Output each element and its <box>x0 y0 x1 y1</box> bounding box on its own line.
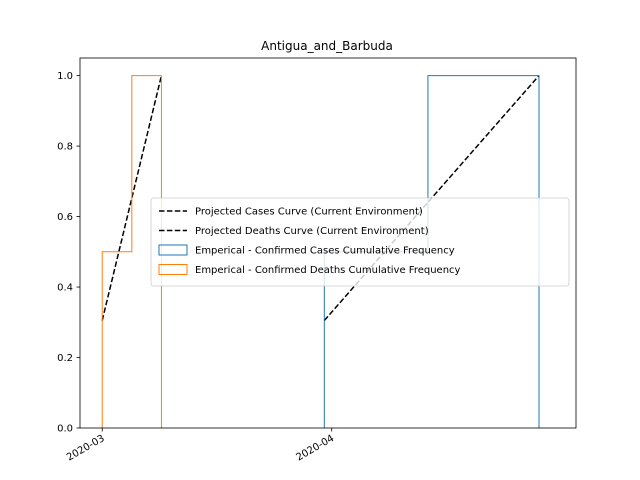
y-tick-label: 0.2 <box>57 353 73 364</box>
legend-label-0: Projected Cases Curve (Current Environme… <box>195 207 423 218</box>
axes-frame <box>79 57 577 429</box>
y-tick-label: 0.4 <box>57 283 73 294</box>
legend-box <box>150 197 570 287</box>
y-tick-label: 1.0 <box>57 71 73 82</box>
line-series-1 <box>101 75 163 321</box>
y-tick-label: 0.6 <box>57 212 73 223</box>
legend-swatch-3 <box>158 264 188 275</box>
y-tick-label: 0.8 <box>57 142 73 153</box>
legend-label-3: Emperical - Confirmed Deaths Cumulative … <box>195 265 461 276</box>
legend-label-1: Projected Deaths Curve (Current Environm… <box>195 226 429 237</box>
legend-label-2: Emperical - Confirmed Cases Cumulative F… <box>195 246 455 257</box>
legend: Projected Cases Curve (Current Environme… <box>150 197 570 287</box>
legend-swatch-2 <box>158 244 188 256</box>
y-tick-label: 0.0 <box>57 424 73 435</box>
step-series-3 <box>101 75 162 428</box>
chart-title: Antigua_and_Barbuda <box>261 39 393 53</box>
